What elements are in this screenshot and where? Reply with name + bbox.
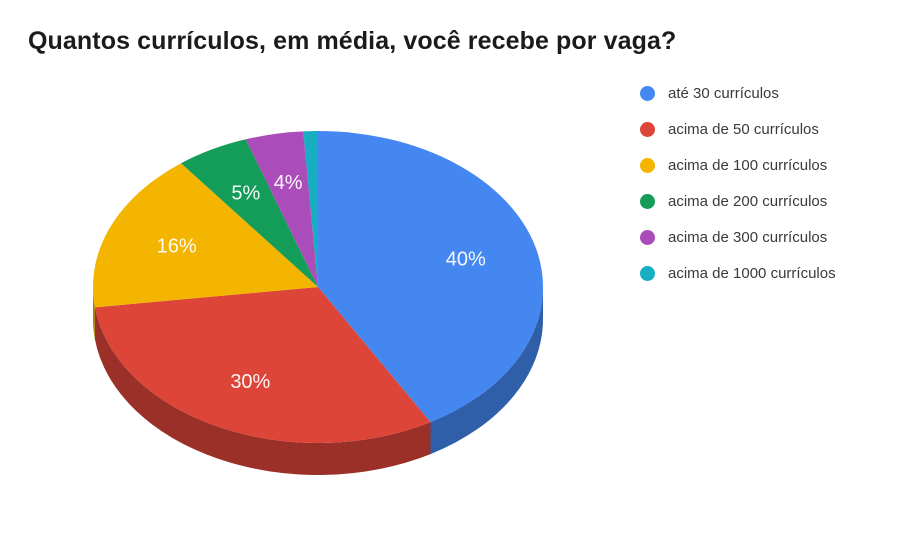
legend-label: acima de 200 currículos (668, 192, 828, 210)
pie-chart: 40% 30% 16% 5% 4% (93, 131, 543, 475)
legend-color-dot-icon (640, 265, 655, 281)
slice-percent-label-4: 4% (274, 172, 303, 194)
slice-percent-label-3: 5% (231, 182, 260, 204)
pie-slice-1[interactable] (94, 287, 431, 444)
legend-color-dot-icon (640, 85, 655, 101)
pie-slice-2[interactable] (93, 163, 319, 308)
legend-item-1: acima de 50 currículos (640, 111, 836, 147)
legend-color-dot-icon (640, 193, 655, 209)
slice-percent-label-2: 16% (157, 235, 197, 257)
legend-label: acima de 50 currículos (668, 120, 819, 138)
legend-label: acima de 100 currículos (668, 156, 828, 174)
chart-title: Quantos currículos, em média, você receb… (28, 27, 677, 55)
pie-slice-4[interactable] (245, 131, 318, 287)
pie-slice-side-0 (430, 287, 543, 455)
legend-item-0: até 30 currículos (640, 75, 836, 111)
slice-percent-label-0: 40% (446, 249, 486, 271)
pie-slice-side-2 (93, 287, 95, 340)
legend-label: acima de 1000 currículos (668, 264, 836, 282)
legend-color-dot-icon (640, 157, 655, 173)
legend-item-5: acima de 1000 currículos (640, 255, 836, 291)
legend-color-dot-icon (640, 229, 655, 245)
slice-percent-label-1: 30% (230, 371, 270, 393)
pie-slice-0[interactable] (318, 131, 543, 423)
pie-slice-3[interactable] (181, 139, 318, 287)
pie-slice-5[interactable] (303, 131, 318, 287)
legend-item-2: acima de 100 currículos (640, 147, 836, 183)
legend-item-3: acima de 200 currículos (640, 183, 836, 219)
legend-label: acima de 300 currículos (668, 228, 828, 246)
legend-label: até 30 currículos (668, 84, 779, 102)
pie-slice-side-1 (94, 307, 431, 475)
chart-legend: até 30 currículos acima de 50 currículos a… (640, 75, 836, 291)
legend-color-dot-icon (640, 121, 655, 137)
legend-item-4: acima de 300 currículos (640, 219, 836, 255)
